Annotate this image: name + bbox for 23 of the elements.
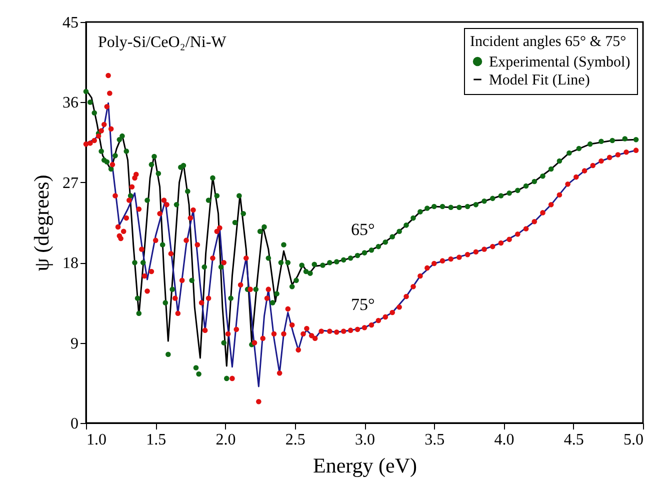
x-tick-label: 2.0 [216,432,236,448]
x-tick-label: 4.0 [494,432,514,448]
x-tick-label: 1.5 [146,432,166,448]
x-tick-label: 3.5 [424,432,445,448]
annotation: Poly-Si/CeO₂/Ni-W [98,34,228,51]
y-tick-label: 36 [62,94,78,112]
annotation: 75° [351,295,375,314]
y-tick-label: 9 [70,335,78,352]
x-tick-label: 4.5 [564,432,584,448]
x-tick-label: 1.0 [86,432,106,448]
x-tick-label: 5.0 [624,432,644,448]
legend-label: Model Fit (Line) [489,72,590,88]
y-tick-label: 27 [62,174,78,192]
y-tick-label: 0 [70,416,78,432]
y-axis-title: ψ (degrees) [30,174,54,272]
y-tick-label: 45 [62,14,78,32]
y-tick-label: 18 [62,255,78,272]
legend-title: Incident angles 65° & 75° [470,34,626,50]
x-tick-label: 2.5 [285,432,306,448]
x-tick-label: 3.0 [355,432,375,448]
annotation: 65° [351,220,375,239]
x-axis-title: Energy (eV) [313,454,417,478]
legend-label: Experimental (Symbol) [489,54,630,70]
